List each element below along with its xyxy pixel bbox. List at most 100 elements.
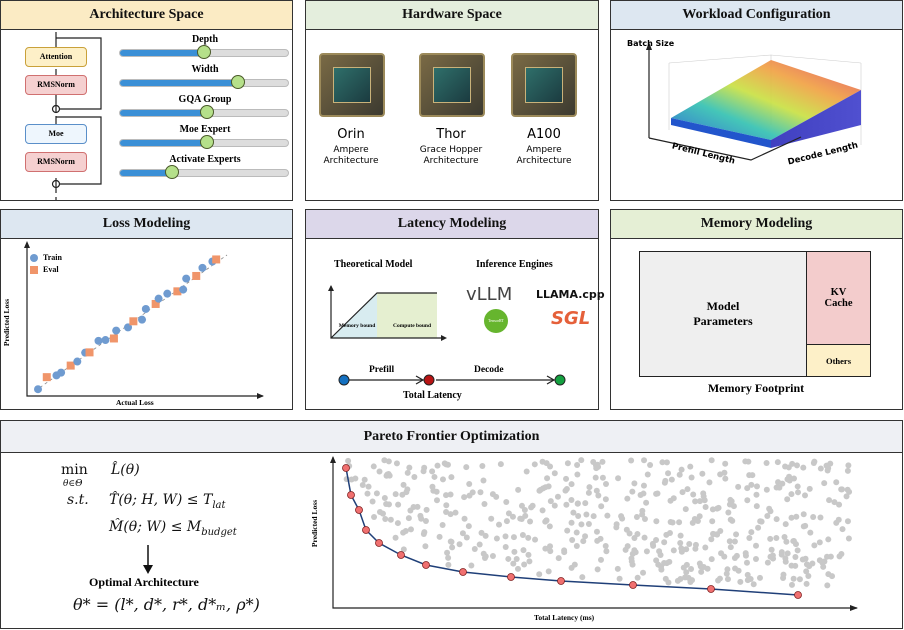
optimal-architecture-label: Optimal Architecture (89, 575, 199, 589)
candidate-point (696, 498, 703, 505)
device-name: A100 (527, 127, 561, 142)
rmsnorm-block: RMSNorm (25, 152, 87, 172)
candidate-point (563, 475, 570, 482)
candidate-point (466, 492, 473, 499)
candidate-point (788, 514, 795, 521)
candidate-point (661, 559, 668, 566)
candidate-point (515, 486, 522, 493)
slider-knob[interactable] (165, 165, 180, 179)
candidate-point (634, 574, 641, 581)
candidate-point (714, 531, 721, 538)
subject-to: s.t. (67, 492, 89, 508)
train-point (124, 323, 133, 332)
eval-point (192, 271, 201, 280)
candidate-point (722, 475, 729, 482)
candidate-point (763, 486, 770, 493)
candidate-point (547, 548, 554, 555)
candidate-point (723, 570, 730, 577)
candidate-point (528, 504, 535, 511)
eval-point (173, 287, 182, 296)
candidate-point (510, 534, 517, 541)
candidate-point (817, 465, 824, 472)
slider-fill (120, 110, 208, 116)
candidate-point (836, 501, 843, 508)
candidate-point (733, 531, 740, 538)
slider-knob[interactable] (200, 135, 215, 149)
y-axis-label: Predicted Loss (310, 499, 320, 548)
device-name: Thor (436, 127, 466, 142)
candidate-point (573, 529, 580, 536)
x-axis-label: Total Latency (ms) (534, 613, 595, 622)
candidate-point (704, 565, 711, 572)
slider-4[interactable] (119, 165, 289, 179)
candidate-point (547, 543, 554, 550)
candidate-point (439, 522, 446, 529)
candidate-point (708, 556, 715, 563)
candidate-point (641, 515, 648, 522)
candidate-point (717, 471, 724, 478)
candidate-point (478, 529, 485, 536)
candidate-point (726, 538, 733, 545)
candidate-point (531, 461, 538, 468)
candidate-point (385, 458, 392, 465)
candidate-point (836, 553, 843, 560)
candidate-point (371, 513, 378, 520)
candidate-point (657, 552, 664, 559)
pareto-point (342, 464, 350, 472)
candidate-point (574, 471, 581, 478)
eval-point (129, 317, 138, 326)
candidate-point (753, 491, 760, 498)
candidate-point (810, 513, 817, 520)
slider-3[interactable] (119, 135, 289, 149)
candidate-point (803, 580, 810, 587)
candidate-point (702, 544, 709, 551)
candidate-point (563, 501, 570, 508)
candidate-point (824, 467, 831, 474)
candidate-point (443, 492, 450, 499)
slider-0[interactable] (119, 45, 289, 59)
slider-knob[interactable] (197, 45, 211, 59)
candidate-point (628, 457, 635, 464)
slider-2[interactable] (119, 105, 289, 119)
train-point (179, 285, 188, 294)
candidate-point (800, 511, 807, 518)
candidate-point (521, 561, 528, 568)
slider-1[interactable] (119, 75, 289, 89)
candidate-point (640, 482, 647, 489)
candidate-point (823, 462, 830, 469)
z-axis-label: Batch Size (627, 39, 675, 48)
candidate-point (477, 489, 484, 496)
candidate-point (447, 538, 454, 545)
slider-knob[interactable] (200, 105, 215, 119)
device-name: Orin (337, 127, 365, 142)
candidate-point (753, 503, 760, 510)
legend-train: Train (43, 253, 62, 262)
candidate-point (381, 494, 388, 501)
candidate-point (701, 497, 708, 504)
candidate-point (744, 485, 751, 492)
candidate-point (604, 512, 611, 519)
candidate-point (724, 566, 731, 573)
loss-scatter-plot (24, 241, 264, 399)
candidate-point (403, 489, 410, 496)
candidate-point (796, 576, 803, 583)
candidate-point (697, 563, 704, 570)
roofline-chart (328, 285, 447, 341)
candidate-point (786, 477, 793, 484)
workload-surface-plot (646, 42, 862, 161)
candidate-point (790, 538, 797, 545)
candidate-point (447, 491, 454, 498)
candidate-point (511, 548, 518, 555)
candidate-point (471, 545, 478, 552)
candidate-point (439, 476, 446, 483)
candidate-point (653, 518, 660, 525)
candidate-point (694, 518, 701, 525)
candidate-point (568, 481, 575, 488)
latency-constraint-text: T̂(θ; H, W) ≤ T (109, 492, 213, 508)
candidate-point (463, 534, 470, 541)
slider-knob[interactable] (230, 75, 245, 89)
candidate-point (624, 495, 631, 502)
candidate-point (479, 463, 486, 470)
candidate-point (678, 545, 685, 552)
latency-panel: Latency Modeling Theoretical Model Infer… (305, 209, 605, 410)
